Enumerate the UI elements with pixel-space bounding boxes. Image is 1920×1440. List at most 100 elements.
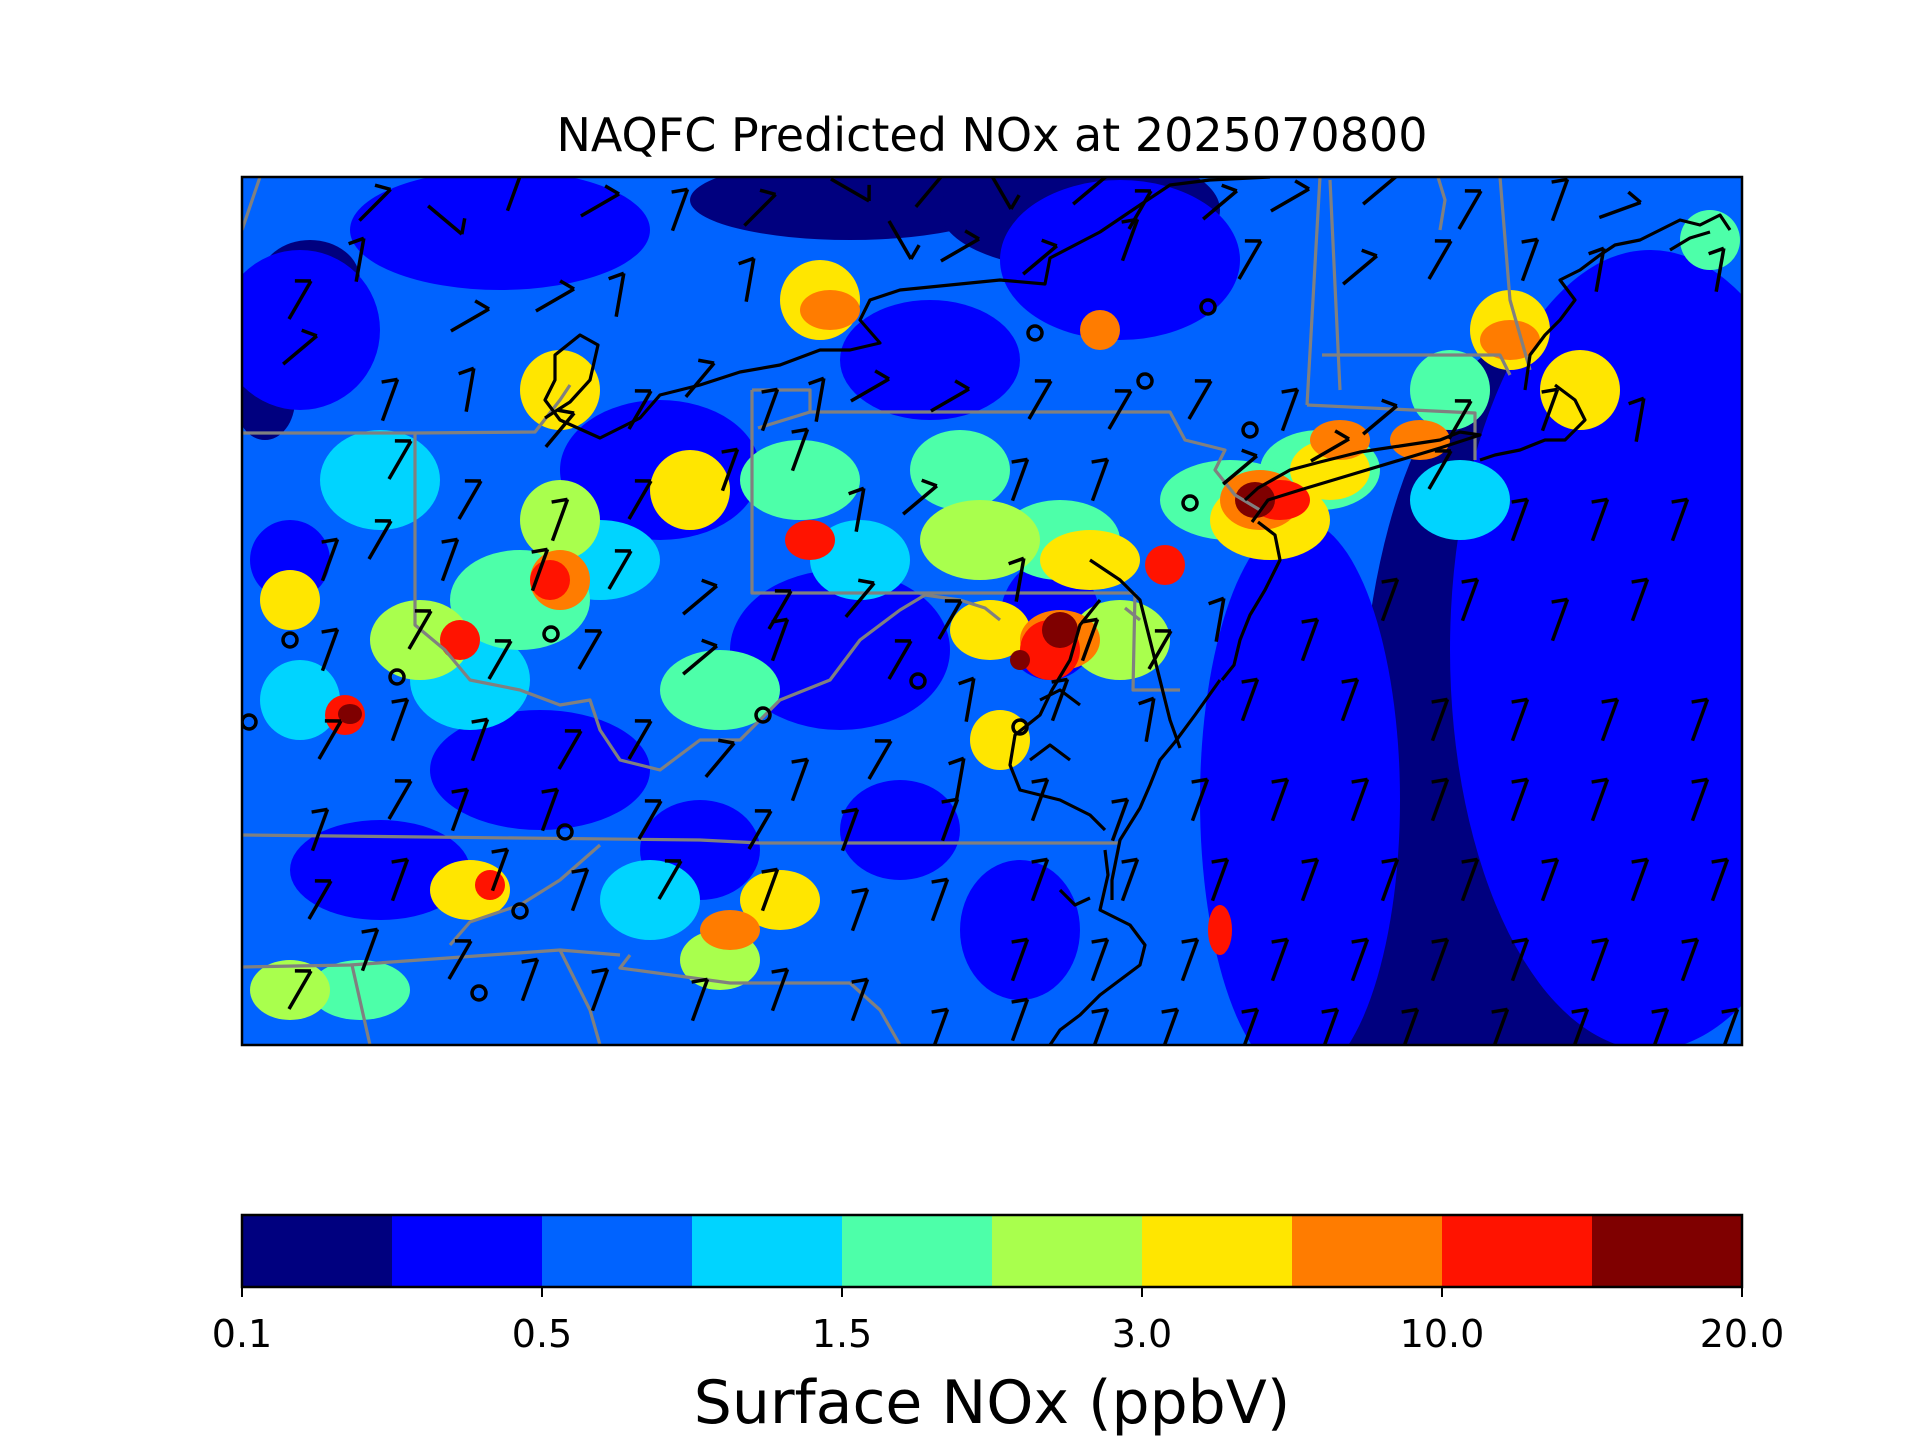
colorbar-tick-label: 0.5 <box>511 1312 573 1356</box>
colorbar-swatch <box>1142 1215 1293 1287</box>
wind-barb <box>1208 596 1226 642</box>
wind-barb <box>1590 937 1610 982</box>
wind-barb <box>1427 449 1453 490</box>
wind-barb <box>1550 177 1570 222</box>
wind-barb <box>887 639 913 680</box>
wind-barb <box>747 809 773 850</box>
wind-barb <box>1080 617 1100 662</box>
wind-barb <box>1300 617 1320 662</box>
wind-barb <box>1447 399 1473 440</box>
wind-barb <box>627 389 653 430</box>
wind-barb <box>1628 396 1646 442</box>
calm-wind-circles <box>242 298 1259 1002</box>
wind-barb <box>1022 238 1058 276</box>
colorbar-tick-label: 1.5 <box>811 1312 873 1356</box>
wind-barb <box>684 358 716 398</box>
nox-field-patch <box>350 177 650 290</box>
colorbar-tick-label: 3.0 <box>1111 1312 1173 1356</box>
wind-barb <box>1362 398 1398 436</box>
wind-barb <box>320 537 340 582</box>
wind-barb <box>867 739 893 780</box>
wind-barb <box>320 627 340 672</box>
wind-barb <box>1027 379 1053 420</box>
colorbar-label: Surface NOx (ppbV) <box>693 1368 1291 1438</box>
wind-barb <box>690 977 710 1022</box>
wind-barb <box>390 857 410 902</box>
wind-barb <box>808 376 826 422</box>
wind-barb <box>704 738 736 778</box>
nox-field-patch <box>475 870 505 900</box>
nox-field-patch <box>1042 612 1078 648</box>
colorbar-tick-label: 10.0 <box>1399 1312 1485 1356</box>
wind-barb <box>770 967 790 1012</box>
coastlines <box>543 177 1732 1045</box>
wind-barb <box>570 867 590 912</box>
wind-barb <box>1030 777 1050 822</box>
wind-barb <box>760 387 780 432</box>
wind-barb <box>1190 777 1210 822</box>
wind-barbs <box>282 177 1740 1045</box>
wind-barb <box>1127 189 1153 230</box>
nox-field-patch <box>370 600 470 680</box>
wind-barb <box>1520 237 1540 282</box>
wind-barb <box>1430 777 1450 822</box>
wind-barb <box>577 629 603 670</box>
wind-barb <box>407 609 433 650</box>
wind-barb <box>844 578 876 618</box>
colorbar-swatch <box>392 1215 543 1287</box>
wind-barb <box>590 967 610 1012</box>
wind-barb <box>360 927 380 972</box>
nox-field-patch <box>1145 545 1185 585</box>
chart-title: NAQFC Predicted NOx at 2025070800 <box>556 108 1428 162</box>
nox-field-patch <box>730 570 950 730</box>
nox-field-patch <box>290 820 470 920</box>
wind-barb <box>1380 577 1400 622</box>
wind-barb <box>637 799 663 840</box>
wind-barb <box>850 887 870 932</box>
wind-barb <box>387 779 413 820</box>
wind-barb <box>1710 857 1730 902</box>
wind-barb <box>770 617 790 662</box>
wind-barb <box>940 797 960 842</box>
wind-barb <box>1210 857 1230 902</box>
wind-barb <box>840 807 860 852</box>
colorbar-swatch <box>1592 1215 1743 1287</box>
nox-field <box>242 177 1742 1045</box>
wind-barb <box>450 299 490 333</box>
wind-barb <box>1430 697 1450 742</box>
wind-barb <box>948 756 966 802</box>
wind-barb <box>380 377 400 422</box>
nox-field-patch <box>785 520 835 560</box>
wind-barb <box>1147 629 1173 670</box>
wind-barb <box>505 177 525 212</box>
nox-field-patch <box>600 860 700 940</box>
colorbar-swatch <box>1292 1215 1443 1287</box>
wind-barb <box>682 578 718 616</box>
wind-barb <box>550 497 570 542</box>
colorbar-swatch <box>842 1215 993 1287</box>
wind-barb <box>1600 697 1620 742</box>
colorbar-swatch <box>542 1215 693 1287</box>
wind-barb <box>457 479 483 520</box>
wind-barb <box>458 366 476 412</box>
wind-barb <box>1630 577 1650 622</box>
wind-barb <box>1270 937 1290 982</box>
wind-barb <box>1010 997 1030 1042</box>
wind-barb <box>1120 857 1140 902</box>
nox-field-patch <box>1310 420 1370 460</box>
wind-barb <box>627 479 653 520</box>
colorbar-tick-label: 0.1 <box>211 1312 273 1356</box>
wind-barb <box>1510 777 1530 822</box>
wind-barb <box>310 807 330 852</box>
wind-barb <box>390 697 410 742</box>
wind-barb <box>1090 457 1110 502</box>
nox-field-patch <box>242 250 380 410</box>
nox-field-patch <box>840 300 1020 420</box>
wind-barb <box>490 847 510 892</box>
wind-barb <box>790 427 810 472</box>
wind-barb <box>1187 379 1213 420</box>
nox-field-patch <box>1540 350 1620 430</box>
wind-barb <box>1202 183 1238 221</box>
nox-field-patch <box>250 960 330 1020</box>
